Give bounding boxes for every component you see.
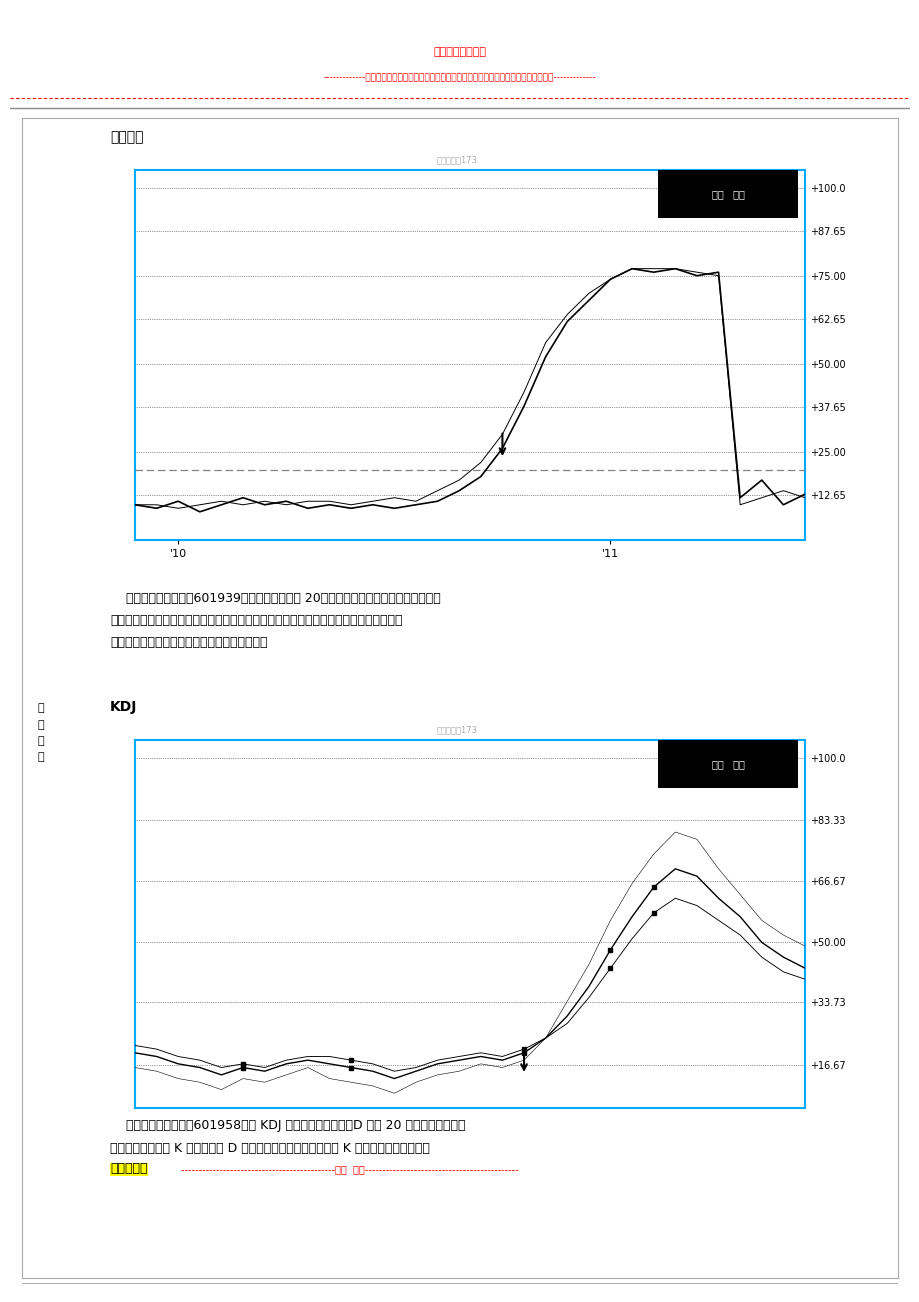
Text: 超卖现象，且此时 K 值向上穿越 D 值，显示趋势是向上涨，同时 K 值处于较低的位置，为: 超卖现象，且此时 K 值向上穿越 D 值，显示趋势是向上涨，同时 K 值处于较低… [110,1142,429,1155]
Text: -------------各类专业好文档，值得你下载，教育，管理，论文，制度，方案手册，应有尽有-------------: -------------各类专业好文档，值得你下载，教育，管理，论文，制度，方… [323,73,596,82]
Text: 超额收益率173: 超额收益率173 [436,725,477,734]
Text: 威廉指标: 威廉指标 [110,130,143,145]
Text: --------------------------------------------精品  文档------------------------------: ----------------------------------------… [181,1164,518,1174]
Text: 实
验
内
容: 实 验 内 容 [38,703,44,763]
Text: 如上图，金钼股份（601958）的 KDJ 指标在箭头位置时，D 值在 20 以下，市场则呈现: 如上图，金钼股份（601958）的 KDJ 指标在箭头位置时，D 值在 20 以… [110,1120,465,1133]
Text: 超额收益率173: 超额收益率173 [436,155,477,164]
Text: 买进信号。: 买进信号。 [110,1163,147,1176]
Bar [657,740,798,788]
Bar [657,171,798,219]
Text: 至威廉指标回头跌破卖出线时，才是卖出信号。: 至威廉指标回头跌破卖出线时，才是卖出信号。 [110,635,267,648]
Text: 指标   专区: 指标 专区 [710,189,743,199]
Text: 精品文档就在这里: 精品文档就在这里 [433,47,486,57]
Text: 但并非表示行情会立刻下跌，在超买区内的波动，只是表示行情价格仍然属于强势中。直: 但并非表示行情会立刻下跌，在超买区内的波动，只是表示行情价格仍然属于强势中。直 [110,613,403,626]
Text: 如上图，建设银行（601939）的威廉指标低于 20，便处于超买状态，行情即将见顶，: 如上图，建设银行（601939）的威廉指标低于 20，便处于超买状态，行情即将见… [110,591,440,604]
Text: KDJ: KDJ [110,700,137,713]
Text: 指标   专区: 指标 专区 [710,759,743,769]
